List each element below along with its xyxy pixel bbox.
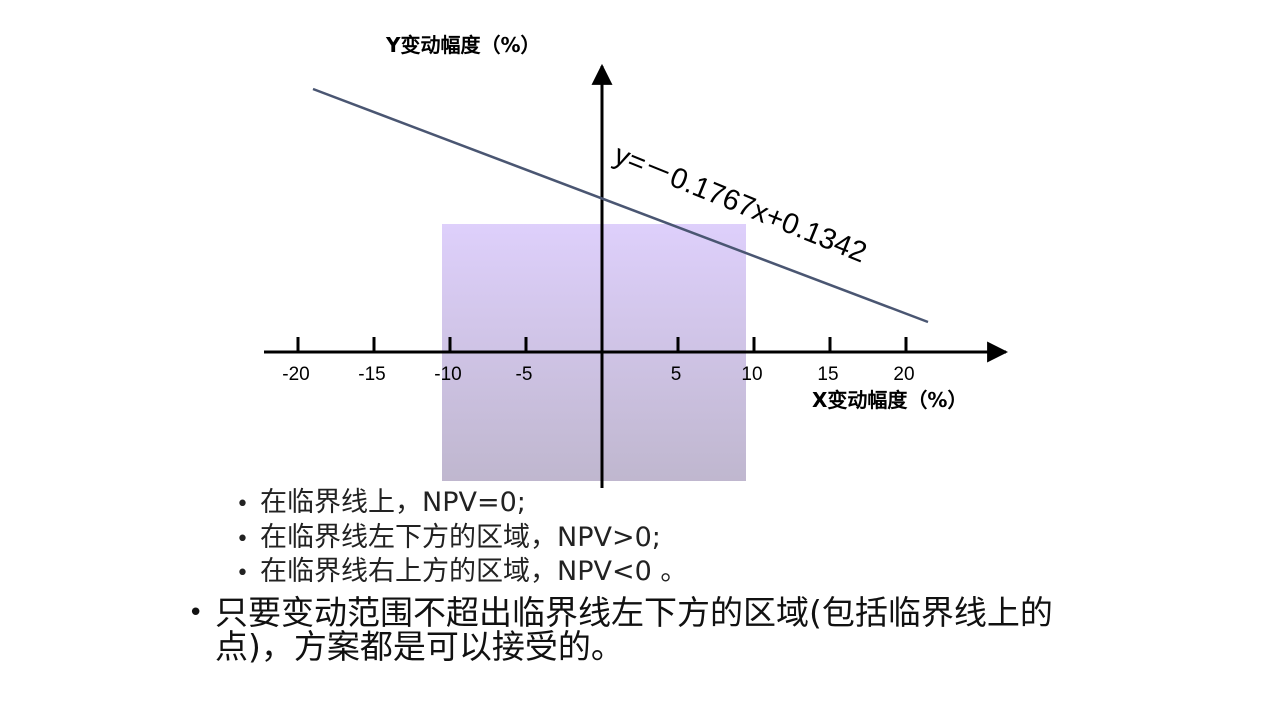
x-axis-tick-labels: -20 -15 -10 -5 5 10 15 20 — [282, 364, 914, 385]
x-tick-label: 10 — [741, 364, 762, 385]
x-tick-label: -10 — [434, 364, 461, 385]
critical-line — [312, 87, 929, 324]
x-tick-label: -5 — [516, 364, 533, 385]
x-axis-label: X变动幅度（%） — [812, 388, 967, 412]
x-axis-ticks — [296, 337, 908, 352]
y-axis-label: Y变动幅度（%） — [385, 33, 541, 57]
x-tick-label: 20 — [893, 364, 914, 385]
x-tick-label: -20 — [282, 364, 309, 385]
x-tick-label: 15 — [817, 364, 838, 385]
x-tick-label: 5 — [671, 364, 682, 385]
x-tick-label: -15 — [358, 364, 385, 385]
